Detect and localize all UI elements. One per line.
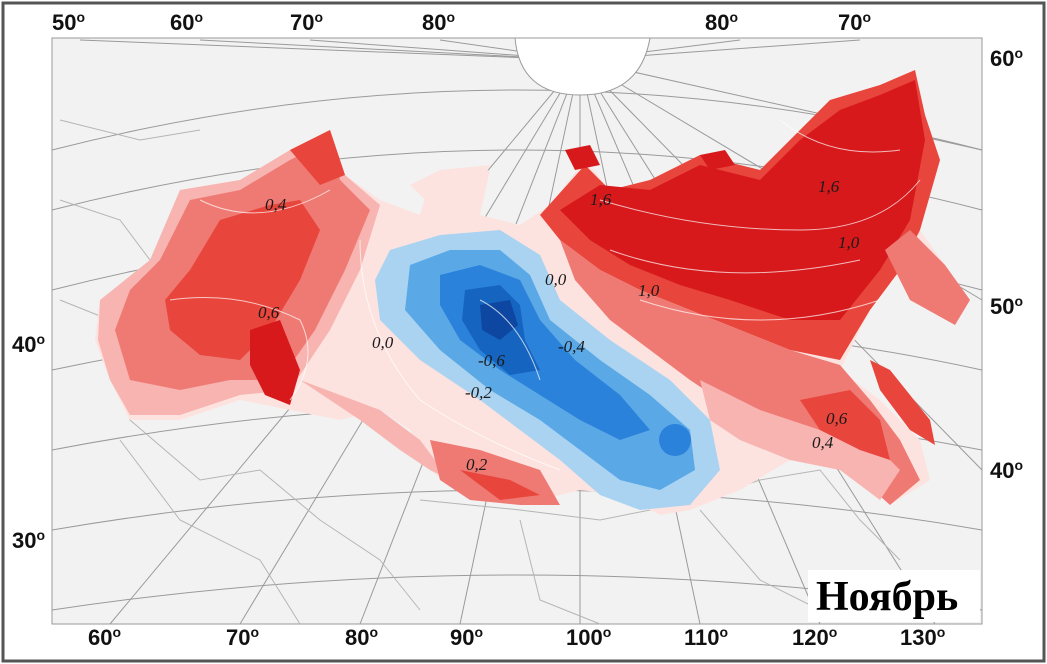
degree-label: 90o <box>450 624 483 650</box>
degree-label: 70o <box>226 624 259 650</box>
isoline-label: -0,4 <box>558 337 585 356</box>
degree-label: 40o <box>990 457 1023 483</box>
isoline-label: 1,0 <box>838 233 860 252</box>
degree-label: 80o <box>422 9 455 35</box>
isoline-label: 1,6 <box>818 177 840 196</box>
isoline-label: 0,4 <box>265 195 287 214</box>
right-labels: 60o 50o 40o <box>990 45 1023 483</box>
degree-label: 110o <box>684 624 728 650</box>
degree-label: 50o <box>990 293 1023 319</box>
top-labels: 50o 60o 70o 80o 80o 70o <box>52 9 871 35</box>
degree-label: 80o <box>345 624 378 650</box>
isoline-label: 0,4 <box>812 433 834 452</box>
anomaly-field <box>95 70 970 515</box>
isoline-label: 1,0 <box>638 281 660 300</box>
isoline-label: 1,6 <box>590 190 612 209</box>
degree-label: 60o <box>990 45 1023 71</box>
degree-label: 40o <box>12 331 45 357</box>
degree-label: 50o <box>52 9 85 35</box>
degree-label: 60o <box>170 9 203 35</box>
isoline-label: 0,6 <box>826 409 848 428</box>
isoline-label: 0,2 <box>466 455 488 474</box>
pole-cap <box>514 37 651 96</box>
degree-label: 80o <box>705 9 738 35</box>
isoline-label: -0,2 <box>465 383 492 402</box>
isoline-label: 0,0 <box>372 333 394 352</box>
title-box <box>808 570 980 622</box>
degree-label: 60o <box>88 624 121 650</box>
degree-label: 70o <box>838 9 871 35</box>
degree-label: 70o <box>290 9 323 35</box>
left-labels: 40o 30o <box>12 331 45 553</box>
isoline-label: 0,6 <box>258 303 280 322</box>
degree-label: 130o <box>900 624 945 650</box>
isolines <box>169 119 921 471</box>
degree-label: 120o <box>792 624 837 650</box>
map-title: Ноябрь <box>816 574 958 620</box>
degree-label: 30o <box>12 527 45 553</box>
isoline-label: 0,0 <box>545 270 567 289</box>
bottom-labels: 60o 70o 80o 90o 100o 110o 120o 130o <box>88 624 945 650</box>
isoline-label: -0,6 <box>478 351 505 370</box>
isoline-labels: 0,4 0,6 0,0 -0,6 -0,4 -0,2 0,2 0,0 1,6 1… <box>258 177 860 474</box>
degree-label: 100o <box>566 624 611 650</box>
